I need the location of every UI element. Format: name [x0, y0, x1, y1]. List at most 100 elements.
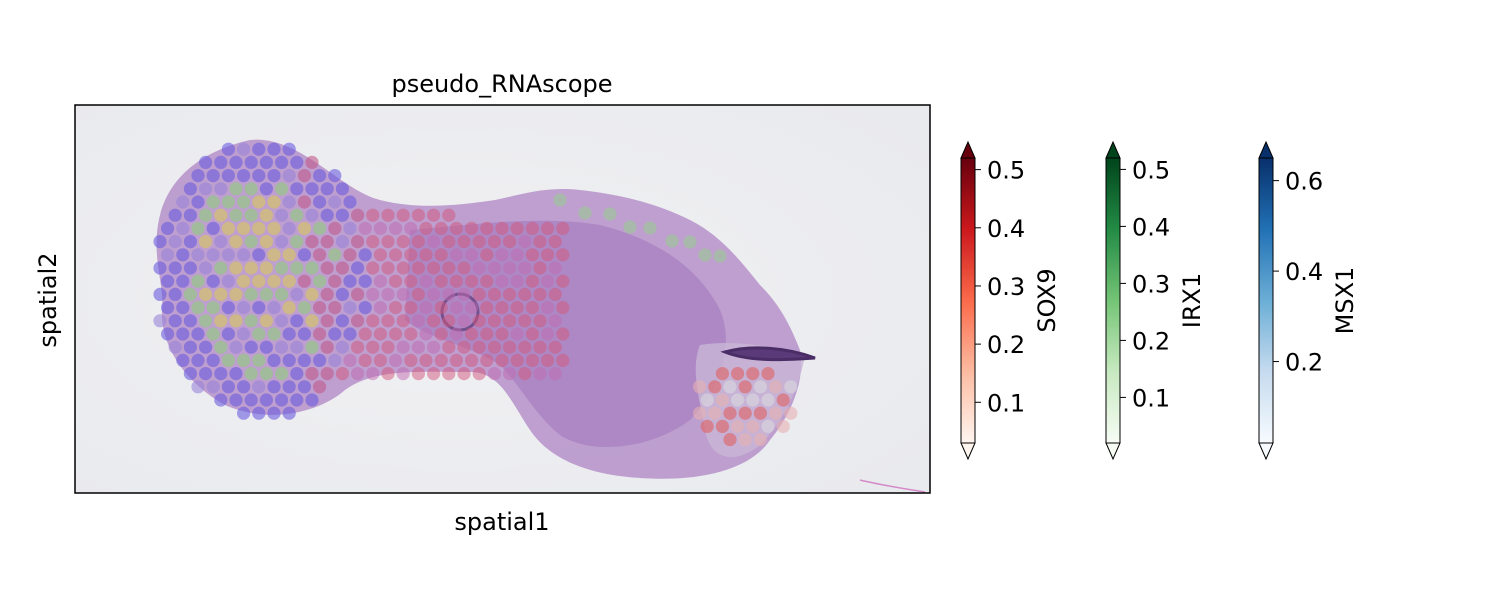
spot [214, 155, 228, 169]
spot [665, 234, 679, 248]
spot [556, 248, 570, 262]
spot [176, 221, 190, 235]
spot [343, 195, 357, 209]
spot [487, 314, 501, 328]
spot [533, 314, 547, 328]
spot [290, 314, 304, 328]
spot [183, 261, 197, 275]
spot [419, 301, 433, 315]
spot [153, 287, 167, 301]
spot [267, 274, 281, 288]
spot [480, 274, 494, 288]
spot [411, 235, 425, 249]
spot [244, 235, 258, 249]
spot [229, 340, 243, 354]
spot [313, 195, 327, 209]
spot [176, 195, 190, 209]
spot [168, 208, 182, 222]
spot [366, 208, 380, 222]
spot [305, 367, 319, 381]
spot [784, 380, 798, 394]
spot [442, 261, 456, 275]
spot [518, 340, 532, 354]
spot [503, 314, 517, 328]
spot [168, 314, 182, 328]
spot [305, 182, 319, 196]
spot [244, 208, 258, 222]
spot [411, 340, 425, 354]
colorbar-extend-max [1258, 140, 1274, 159]
spot [229, 155, 243, 169]
spot [252, 301, 266, 315]
spot [525, 248, 540, 262]
spot [351, 235, 365, 249]
spot [206, 327, 220, 341]
spot [503, 287, 517, 301]
spot [252, 274, 266, 288]
spot [153, 235, 167, 249]
spot [199, 155, 213, 169]
colorbar-tick-label: 0.4 [1285, 258, 1323, 286]
spot [698, 248, 712, 262]
spot [708, 406, 722, 420]
spot [282, 380, 296, 394]
spot [206, 169, 220, 183]
spot [761, 419, 775, 433]
spot [229, 208, 243, 222]
spot [457, 287, 471, 301]
spot [541, 248, 555, 262]
spot [731, 393, 745, 407]
spot [237, 195, 251, 209]
spot [693, 406, 707, 420]
spot [199, 367, 213, 381]
spot [206, 274, 220, 288]
spot [480, 248, 494, 262]
spot [335, 340, 349, 354]
spot [389, 353, 403, 367]
spot [290, 367, 304, 381]
spot [351, 261, 365, 275]
spot [389, 301, 403, 315]
spot [221, 195, 235, 209]
spot [297, 169, 311, 183]
spot [191, 380, 205, 394]
spot [541, 301, 555, 315]
spot [723, 406, 737, 420]
spot [168, 235, 182, 249]
spot [267, 406, 281, 420]
spot [510, 221, 524, 235]
spot [541, 327, 555, 341]
spot [533, 261, 547, 275]
spot [396, 314, 410, 328]
spot [465, 301, 479, 315]
spot [267, 353, 281, 367]
spot [389, 221, 403, 235]
spot [214, 182, 228, 196]
spot [746, 419, 760, 433]
spot [366, 235, 380, 249]
spot [282, 169, 296, 183]
colorbar-tick-label: 0.6 [1285, 168, 1323, 196]
spot [434, 274, 448, 288]
spot [693, 380, 707, 394]
colorbar-tick-label: 0.2 [1132, 327, 1170, 355]
spot [328, 195, 342, 209]
spot [153, 261, 167, 275]
colorbar-irx1: 0.1 0.2 0.3 0.4 0.5 IRX1 [1105, 140, 1206, 461]
x-axis-label: spatial1 [454, 508, 549, 536]
spot [259, 367, 273, 381]
spot [503, 340, 517, 354]
spot [427, 261, 441, 275]
spot [715, 367, 730, 381]
spot [495, 301, 509, 315]
spot [313, 327, 327, 341]
spot [548, 235, 562, 249]
spot [214, 287, 228, 301]
spot [396, 287, 410, 301]
spot [290, 235, 304, 249]
spot [183, 235, 197, 249]
spot [275, 235, 289, 249]
spot [396, 340, 410, 354]
spot [366, 314, 380, 328]
spot [700, 419, 714, 433]
